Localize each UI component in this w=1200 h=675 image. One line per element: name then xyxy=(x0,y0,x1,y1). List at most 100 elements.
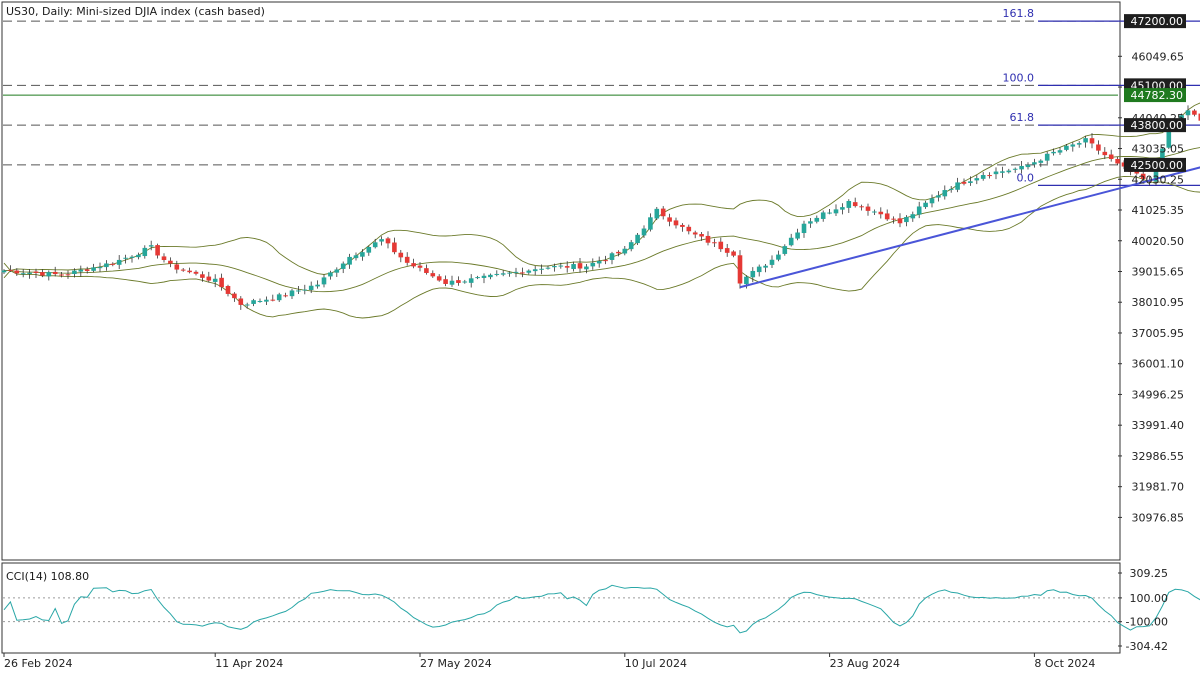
candle xyxy=(833,204,839,216)
candle-body-bear xyxy=(699,234,704,237)
candle-body-bull xyxy=(1019,165,1024,170)
candle-body-bear xyxy=(180,269,186,271)
candle-body-bull xyxy=(1064,145,1069,150)
candle-body-bull xyxy=(1166,125,1172,148)
candle-body-bear xyxy=(155,245,160,256)
candle xyxy=(200,271,205,282)
current-price-label: 44782.30 xyxy=(1131,89,1184,102)
candle xyxy=(680,223,685,232)
candle xyxy=(1115,156,1120,166)
trendline[interactable] xyxy=(739,84,1200,289)
candle-body-bear xyxy=(731,251,736,256)
candle xyxy=(372,238,378,249)
candle-body-bear xyxy=(40,272,45,276)
candle-body-bear xyxy=(59,274,64,276)
candle-body-bull xyxy=(795,232,800,239)
candle-body-bear xyxy=(1096,144,1101,151)
candle xyxy=(72,268,77,278)
candle-body-bear xyxy=(33,271,39,273)
candle-body-bear xyxy=(865,206,871,211)
candle xyxy=(456,276,461,286)
candle xyxy=(846,199,852,213)
time-tick-label: 10 Jul 2024 xyxy=(625,657,687,670)
candle-body-bull xyxy=(545,267,551,269)
candle xyxy=(859,204,864,211)
candle xyxy=(308,281,314,294)
candle xyxy=(417,262,423,272)
candle xyxy=(558,262,564,269)
price-tick-label: 41025.35 xyxy=(1132,204,1185,217)
candle xyxy=(347,253,352,269)
cci-title: CCI(14) 108.80 xyxy=(6,570,89,583)
candle-body-bear xyxy=(1115,158,1120,164)
candle xyxy=(283,292,288,298)
candle-body-bull xyxy=(827,212,832,214)
candle xyxy=(449,275,455,287)
candle xyxy=(20,269,26,278)
candle xyxy=(756,264,762,277)
candle-body-bull xyxy=(833,209,839,214)
candle-body-bull xyxy=(129,256,135,258)
candle xyxy=(513,267,519,278)
candle-body-bull xyxy=(609,253,615,260)
candle xyxy=(296,285,301,295)
cci-indicator: 309.25 100.00 -100.00 -304.42 xyxy=(3,567,1200,653)
candle-body-bear xyxy=(283,295,288,297)
ascending-trendline[interactable] xyxy=(739,84,1200,289)
candle-body-bull xyxy=(641,228,647,236)
candle-body-bear xyxy=(564,266,570,268)
candle-body-bear xyxy=(603,260,608,262)
candle xyxy=(609,251,615,265)
candle-body-bear xyxy=(385,238,391,244)
candle-body-bear xyxy=(65,274,71,276)
candle xyxy=(392,237,397,255)
candle xyxy=(686,224,692,235)
price-tick-label: 39015.65 xyxy=(1132,265,1185,278)
cci-line xyxy=(3,584,1200,634)
candle-body-bull xyxy=(148,245,154,247)
price-tick-label: 38010.95 xyxy=(1132,296,1185,309)
candle-body-bear xyxy=(411,263,416,267)
candle-body-bull xyxy=(846,201,852,208)
candle xyxy=(366,245,372,256)
candle xyxy=(238,296,244,310)
candle xyxy=(193,270,199,276)
candle xyxy=(532,266,538,276)
candle-body-bear xyxy=(1108,154,1114,160)
candle-body-bull xyxy=(756,266,762,273)
candle-body-bull xyxy=(27,272,32,274)
candle-body-bull xyxy=(820,212,826,219)
candle-body-bear xyxy=(161,256,167,261)
price-tick-label: 33991.40 xyxy=(1132,419,1185,432)
candle xyxy=(782,244,788,256)
candle xyxy=(1198,113,1200,121)
cci-tick-label: -100.00 xyxy=(1126,616,1168,629)
candle-body-bear xyxy=(692,232,698,235)
candle-body-bear xyxy=(1192,110,1197,115)
candle-body-bull xyxy=(776,254,781,260)
candle xyxy=(820,210,826,222)
candle-body-bear xyxy=(859,206,864,208)
candle-body-bull xyxy=(942,190,948,197)
candle xyxy=(648,213,653,232)
level-badge xyxy=(1124,157,1186,172)
candle-body-bull xyxy=(328,272,333,277)
candle xyxy=(596,256,602,268)
candle xyxy=(52,266,58,277)
candle-body-bull xyxy=(532,269,538,272)
candle-body-bull xyxy=(744,276,749,285)
candle xyxy=(507,271,512,277)
candle-body-bear xyxy=(686,226,692,232)
candle-body-bull xyxy=(993,171,999,175)
candle xyxy=(1108,149,1114,162)
candle-body-bull xyxy=(212,278,218,282)
price-tick-label: 46049.65 xyxy=(1132,50,1185,63)
candle xyxy=(564,261,570,273)
bollinger-lower-band xyxy=(3,175,1200,319)
candle xyxy=(494,270,500,277)
candle xyxy=(737,250,743,289)
candle-body-bull xyxy=(558,265,564,267)
time-axis: 26 Feb 2024 11 Apr 2024 27 May 2024 10 Jul … xyxy=(3,653,1095,670)
